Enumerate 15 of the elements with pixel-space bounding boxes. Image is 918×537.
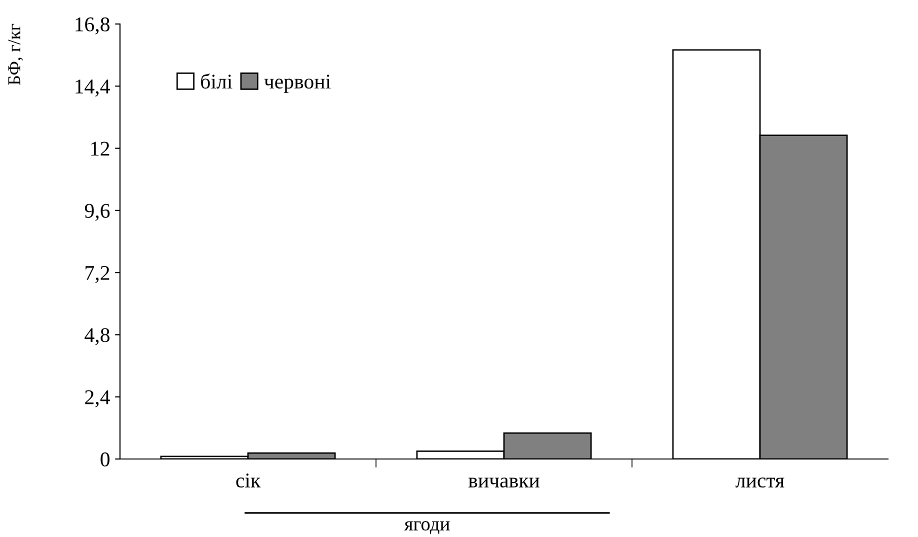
legend-label: білі — [201, 73, 232, 89]
y-tick-label: 9,6 — [84, 204, 110, 221]
text: ягоди — [404, 521, 450, 534]
y-tick-label: 12 — [91, 142, 110, 156]
y-tick-label: 14,4 — [76, 80, 110, 97]
x-tick-label: листя — [736, 478, 784, 488]
y-tick-label: 2,4 — [85, 390, 110, 408]
y-tick-label: 16,8 — [76, 17, 110, 34]
y-tick-label: 7,2 — [86, 266, 110, 284]
x-tick-label: сік — [236, 474, 261, 488]
x-tick-label: вичавки — [468, 478, 540, 488]
y-tick-label: 0 — [100, 452, 110, 466]
y-tick-label: 4,8 — [84, 328, 110, 346]
legend-label: червоні — [264, 74, 331, 93]
y-axis-title: БФ, г/кг — [8, 24, 23, 85]
